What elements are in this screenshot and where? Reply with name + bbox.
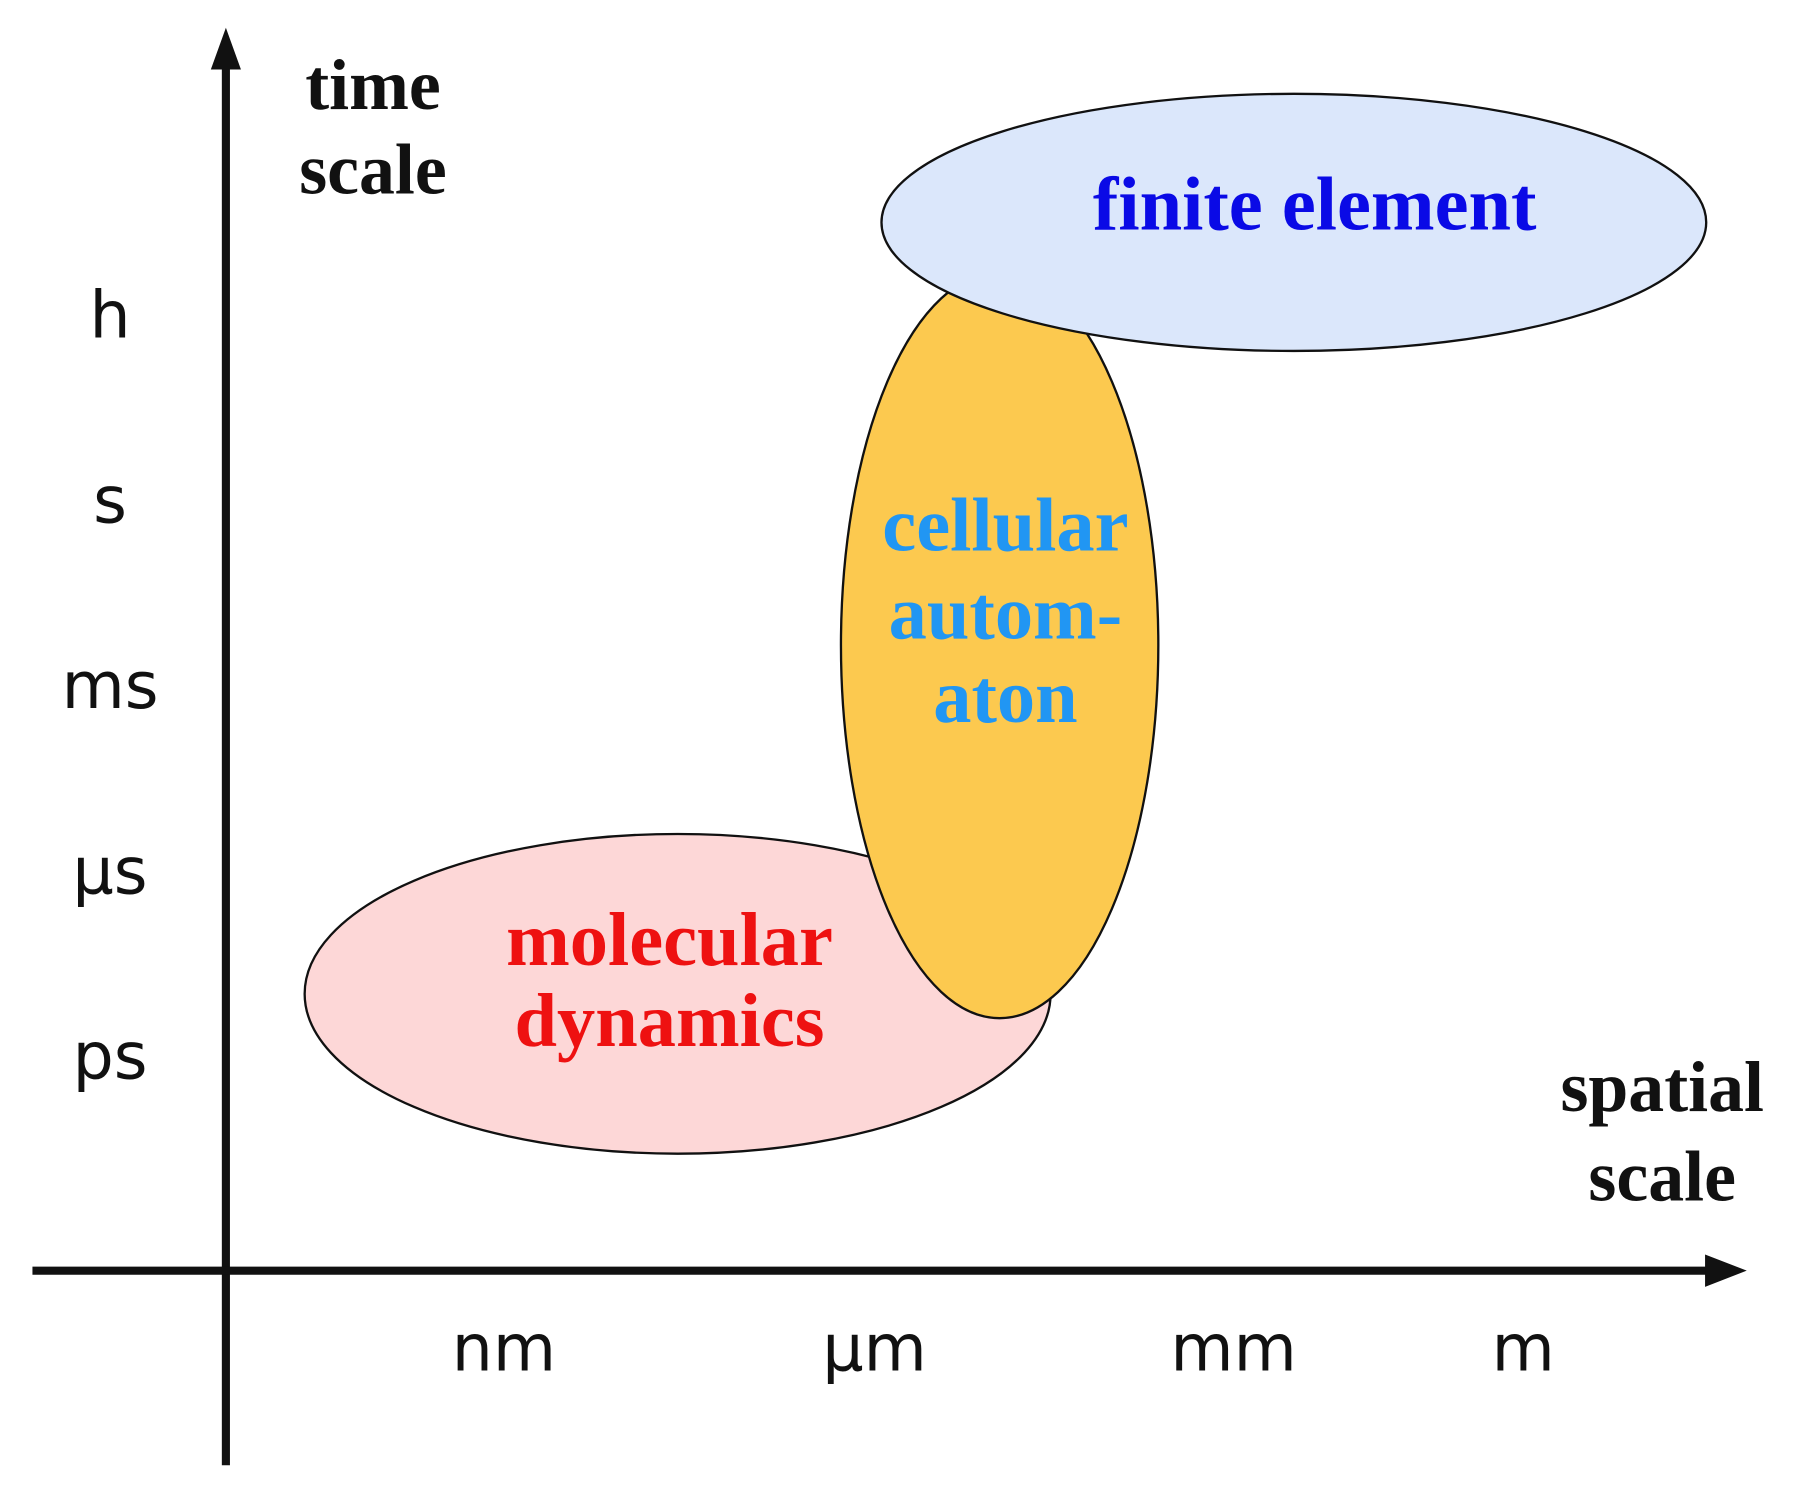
label-line: scale xyxy=(1588,1136,1736,1216)
y-tick-label: ps xyxy=(73,1020,148,1095)
region-label: finite element xyxy=(1093,162,1537,247)
label-line: spatial xyxy=(1560,1047,1763,1127)
x-arrow xyxy=(1705,1254,1747,1287)
region-label: molecular xyxy=(506,897,833,982)
x-tick-label: nm xyxy=(452,1311,556,1386)
x-axis-label: spatial scale xyxy=(1560,1047,1763,1216)
y-arrow xyxy=(210,27,241,70)
region-label: cellular xyxy=(882,482,1128,567)
y-tick-label: s xyxy=(93,464,127,539)
label-line: scale xyxy=(299,130,447,210)
label-line: time xyxy=(305,45,441,125)
x-tick-label: mm xyxy=(1170,1311,1296,1386)
x-ticks: nm µm mm m xyxy=(452,1311,1555,1386)
x-tick-label: µm xyxy=(822,1311,926,1386)
y-tick-label: µs xyxy=(73,834,148,909)
axes xyxy=(32,27,1747,1466)
region-label: dynamics xyxy=(514,978,824,1063)
y-tick-label: h xyxy=(90,278,131,353)
y-ticks: h s ms µs ps xyxy=(62,278,159,1094)
finite-element-region xyxy=(880,92,1708,353)
y-axis-label: time scale xyxy=(299,45,447,210)
region-label: aton xyxy=(933,654,1077,739)
y-tick-label: ms xyxy=(62,649,159,724)
region-label: autom- xyxy=(889,570,1123,655)
x-tick-label: m xyxy=(1492,1311,1555,1386)
